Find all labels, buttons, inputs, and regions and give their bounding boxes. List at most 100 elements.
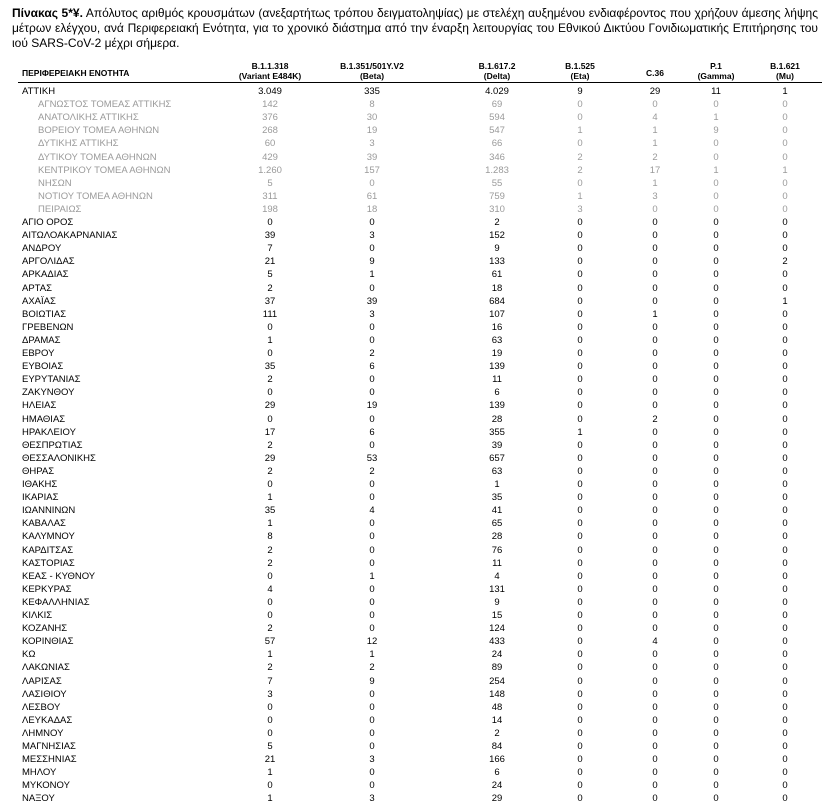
case-count: 0	[577, 610, 583, 621]
column-header: (Beta)	[359, 71, 385, 81]
case-count: 0	[782, 112, 788, 124]
case-count: 0	[652, 465, 658, 477]
case-count: 3	[369, 230, 375, 242]
case-count: 0	[782, 125, 788, 137]
column-header: B.1.621	[770, 61, 800, 71]
case-count: 9	[713, 125, 719, 137]
case-count: 1	[782, 86, 788, 97]
case-count: 0	[652, 675, 658, 687]
case-count: 0	[652, 439, 658, 451]
case-count: 0	[713, 413, 719, 425]
case-count: 16	[491, 321, 503, 333]
case-count: 0	[713, 177, 719, 189]
area-name: ΑΡΚΑΔΙΑΣ	[22, 269, 69, 281]
case-count: 63	[491, 334, 503, 346]
case-count: 19	[491, 348, 503, 359]
case-count: 2	[494, 727, 500, 739]
subarea-name: ΔΥΤΙΚΗΣ ΑΤΤΙΚΗΣ	[38, 138, 119, 150]
case-count: 0	[652, 243, 658, 255]
case-count: 0	[652, 321, 658, 333]
area-name: ΜΕΣΣΗΝΙΑΣ	[22, 754, 77, 766]
case-count: 2	[369, 348, 375, 359]
case-count: 0	[577, 282, 583, 294]
case-count: 0	[713, 217, 719, 228]
case-count: 0	[652, 217, 658, 228]
case-count: 1	[267, 793, 273, 805]
area-name: ΚΕΑΣ - ΚΥΘΝΟΥ	[22, 570, 96, 582]
case-count: 0	[782, 610, 788, 621]
case-count: 0	[577, 570, 583, 582]
area-name: ΗΛΕΙΑΣ	[22, 400, 57, 412]
case-count: 0	[369, 374, 375, 386]
case-count: 0	[652, 269, 658, 281]
case-count: 0	[713, 387, 719, 399]
case-count: 0	[713, 505, 719, 517]
case-count: 0	[577, 793, 583, 805]
case-count: 28	[491, 413, 503, 425]
case-count: 0	[782, 439, 788, 451]
case-count: 0	[577, 334, 583, 346]
case-count: 0	[713, 151, 719, 163]
case-count: 3	[369, 754, 375, 766]
case-count: 8	[369, 99, 375, 111]
column-header: B.1.617.2	[478, 61, 516, 71]
case-count: 1	[577, 125, 583, 137]
case-count: 61	[491, 269, 503, 281]
case-count: 198	[262, 203, 278, 215]
subarea-name: ΒΟΡΕΙΟΥ ΤΟΜΕΑ ΑΘΗΝΩΝ	[38, 125, 160, 137]
case-count: 657	[489, 452, 505, 464]
area-name: ΘΕΣΠΡΩΤΙΑΣ	[22, 439, 83, 451]
case-count: 0	[369, 701, 375, 713]
case-count: 139	[489, 361, 505, 373]
case-count: 124	[489, 623, 505, 635]
area-name: ΛΕΥΚΑΔΑΣ	[22, 714, 73, 726]
case-count: 7	[267, 675, 273, 687]
case-count: 0	[782, 334, 788, 346]
case-count: 0	[782, 452, 788, 464]
case-count: 0	[369, 243, 375, 255]
case-count: 0	[369, 741, 375, 752]
case-count: 3	[652, 190, 658, 202]
case-count: 0	[369, 531, 375, 543]
case-count: 0	[369, 518, 375, 530]
case-count: 0	[577, 714, 583, 726]
area-name: ΜΑΓΝΗΣΙΑΣ	[22, 741, 76, 752]
case-count: 0	[782, 426, 788, 438]
area-name: ΖΑΚΥΝΘΟΥ	[22, 387, 75, 399]
case-count: 69	[491, 99, 503, 111]
area-name: ΙΘΑΚΗΣ	[22, 479, 58, 490]
case-count: 0	[782, 282, 788, 294]
case-count: 0	[369, 387, 375, 399]
case-count: 0	[713, 465, 719, 477]
case-count: 0	[782, 570, 788, 582]
area-name: ΕΒΡΟΥ	[22, 348, 55, 359]
header-rule	[18, 82, 822, 83]
case-count: 4	[494, 570, 500, 582]
case-count: 0	[577, 177, 583, 189]
case-count: 0	[782, 557, 788, 569]
case-count: 0	[652, 203, 658, 215]
case-count: 0	[782, 321, 788, 333]
area-name: ΑΡΓΟΛΙΔΑΣ	[22, 256, 75, 268]
case-count: 66	[491, 138, 503, 150]
case-count: 0	[782, 793, 788, 805]
case-count: 268	[262, 125, 278, 137]
case-count: 0	[652, 479, 658, 490]
case-count: 0	[652, 610, 658, 621]
case-count: 1	[267, 518, 273, 530]
area-name: ΙΩΑΝΝΙΝΩΝ	[22, 505, 76, 517]
case-count: 107	[489, 308, 505, 320]
area-name: ΚΕΦΑΛΛΗΝΙΑΣ	[22, 596, 90, 608]
case-count: 1	[369, 269, 375, 281]
case-count: 0	[782, 623, 788, 635]
case-count: 0	[267, 321, 273, 333]
area-name: ΛΗΜΝΟΥ	[22, 727, 64, 739]
case-count: 0	[713, 596, 719, 608]
area-name: ΑΓΙΟ ΟΡΟΣ	[22, 217, 74, 228]
case-count: 84	[491, 741, 503, 752]
case-count: 9	[369, 675, 375, 687]
case-count: 4	[267, 583, 273, 595]
case-count: 131	[489, 583, 505, 595]
case-count: 2	[267, 465, 273, 477]
